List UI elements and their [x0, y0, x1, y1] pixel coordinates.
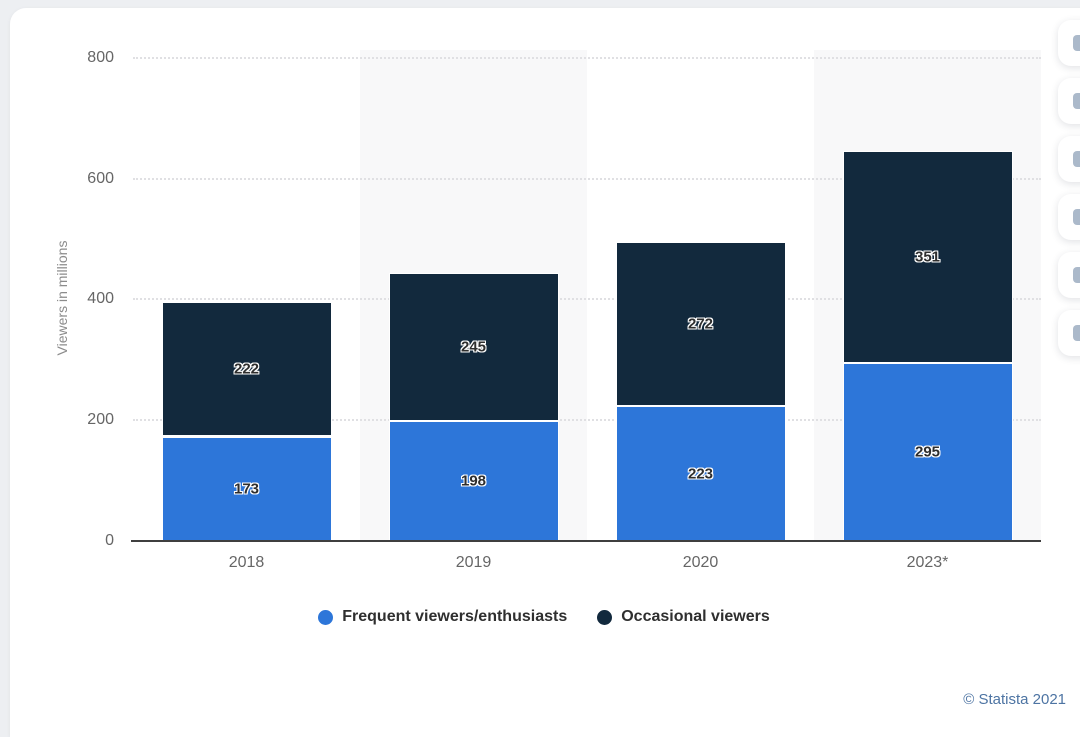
x-axis-label-2018: 2018 [228, 554, 265, 571]
legend-label: Occasional viewers [621, 608, 770, 625]
y-axis-tick-800: 800 [87, 48, 114, 66]
data-label-2019-occasional: 245 [460, 338, 487, 356]
chart-legend: Frequent viewers/enthusiasts Occasional v… [90, 608, 998, 626]
toolbar-button-2[interactable] [1058, 78, 1080, 124]
cut-off-icon-6 [1073, 325, 1080, 341]
bar-segment-2023*-frequent-viewers[interactable] [842, 362, 1013, 541]
toolbar-button-5[interactable] [1058, 252, 1080, 298]
y-axis-title: Viewers in millions [54, 240, 70, 356]
x-axis-line [131, 540, 1041, 542]
y-axis-tick-600: 600 [87, 169, 114, 187]
gridline-800 [133, 56, 1041, 59]
x-axis-label-2023*: 2023* [906, 554, 949, 571]
cut-off-icon-4 [1073, 209, 1080, 225]
data-label-2018-frequent: 173 [233, 480, 260, 498]
x-axis-label-2020: 2020 [682, 554, 719, 571]
cut-off-icon-2 [1073, 93, 1080, 109]
legend-label: Frequent viewers/enthusiasts [342, 608, 568, 625]
bar-segment-2019-occasional-viewers[interactable] [388, 273, 559, 422]
statista-copyright-link[interactable]: © Statista 2021 [963, 691, 1066, 708]
bar-segment-2020-occasional-viewers[interactable] [615, 242, 786, 407]
data-label-2018-occasional: 222 [233, 360, 260, 378]
toolbar-button-1[interactable] [1058, 20, 1080, 66]
legend-dot-icon [318, 609, 334, 625]
data-label-2020-frequent: 223 [687, 465, 714, 483]
y-axis-tick-200: 200 [87, 411, 114, 429]
bar-segment-2018-occasional-viewers[interactable] [161, 302, 332, 437]
cut-off-icon-1 [1073, 35, 1080, 51]
cut-off-icon-5 [1073, 267, 1080, 283]
gridline-200 [133, 419, 1041, 422]
data-label-2019-frequent: 198 [460, 472, 487, 490]
bar-segment-2018-frequent-viewers[interactable] [161, 436, 332, 541]
gridline-600 [133, 177, 1041, 180]
bar-segment-2019-frequent-viewers[interactable] [388, 421, 559, 541]
data-label-2020-occasional: 272 [687, 315, 714, 333]
data-label-2023*-occasional: 351 [914, 248, 941, 266]
toolbar-button-4[interactable] [1058, 194, 1080, 240]
bar-segment-2023*-occasional-viewers[interactable] [842, 150, 1013, 363]
y-axis-tick-400: 400 [87, 290, 114, 308]
legend-item-frequent-viewers[interactable]: Frequent viewers/enthusiasts [318, 608, 567, 626]
bar-segment-2020-frequent-viewers[interactable] [615, 406, 786, 541]
legend-item-occasional-viewers[interactable]: Occasional viewers [597, 608, 770, 626]
x-axis-label-2019: 2019 [455, 554, 492, 571]
legend-dot-icon [597, 609, 613, 625]
cut-off-icon-3 [1073, 151, 1080, 167]
toolbar-button-3[interactable] [1058, 136, 1080, 182]
y-axis-tick-0: 0 [105, 532, 114, 549]
toolbar-button-6[interactable] [1058, 310, 1080, 356]
gridline-400 [133, 298, 1041, 301]
data-label-2023*-frequent: 295 [914, 443, 941, 461]
stacked-bar-chart: 0 200 400 600 800 Viewers in millions 222 173 20… [54, 48, 1041, 571]
